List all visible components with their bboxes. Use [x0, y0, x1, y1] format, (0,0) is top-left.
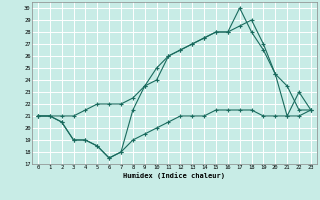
X-axis label: Humidex (Indice chaleur): Humidex (Indice chaleur): [124, 172, 225, 179]
